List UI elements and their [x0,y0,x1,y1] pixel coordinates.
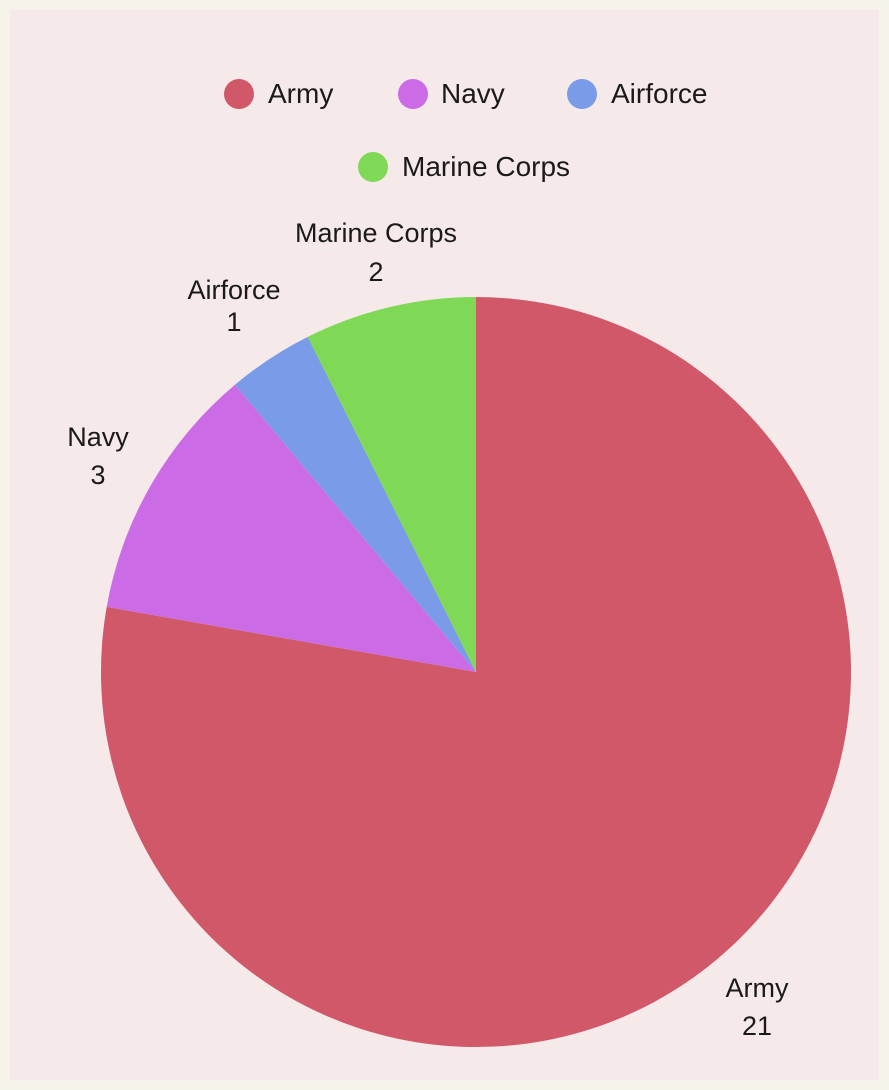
legend-label-marine-corps: Marine Corps [402,151,570,182]
slice-label-value-army: 21 [742,1011,772,1041]
legend-item-army: Army [224,78,333,109]
pie-slice-army [101,297,852,1047]
pie-slice-marine-corps [307,297,476,672]
slice-label-value-airforce: 1 [226,307,241,337]
legend-swatch-army [224,79,254,109]
slice-label-name-airforce: Airforce [187,275,280,305]
legend-swatch-airforce [567,79,597,109]
slice-label-name-marine-corps: Marine Corps [295,218,457,248]
slice-label-name-navy: Navy [67,422,129,452]
legend-label-army: Army [268,78,333,109]
pie-slices [101,297,852,1047]
legend-item-marine-corps: Marine Corps [358,151,570,182]
legend-swatch-marine-corps [358,152,388,182]
legend-label-navy: Navy [441,78,505,109]
slice-label-value-navy: 3 [90,460,105,490]
slice-label-value-marine-corps: 2 [368,257,383,287]
legend-item-navy: Navy [398,78,505,109]
legend-swatch-navy [398,79,428,109]
legend-item-airforce: Airforce [567,78,707,109]
pie-slice-navy [106,384,476,672]
legend-label-airforce: Airforce [611,78,707,109]
pie-slice-airforce [234,336,476,672]
slice-label-name-army: Army [726,973,789,1003]
legend: Army Navy Airforce Marine Corps [224,78,707,182]
